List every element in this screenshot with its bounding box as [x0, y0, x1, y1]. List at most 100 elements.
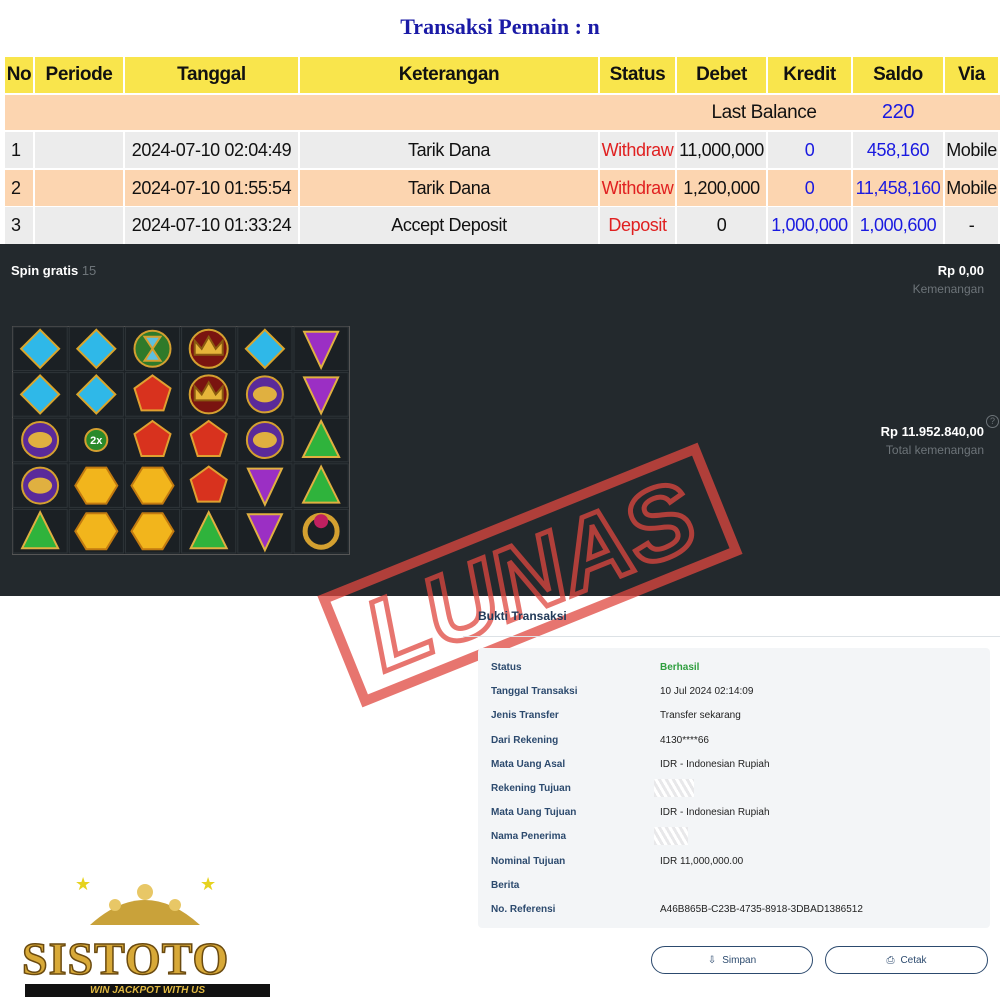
- symbol: [246, 467, 284, 507]
- stamp-border: [317, 442, 743, 708]
- reel-cell: [68, 463, 124, 508]
- field-value: IDR 11,000,000.00: [660, 855, 744, 867]
- total-amount: Rp 11.952.840,00: [880, 424, 984, 439]
- reel-cell: [237, 463, 293, 508]
- column-header: Saldo: [853, 57, 943, 93]
- field-label: Jenis Transfer: [491, 710, 559, 722]
- reel-cell: [124, 326, 181, 372]
- symbol: [28, 432, 53, 448]
- symbol: [20, 509, 60, 550]
- table-cell: 1,000,600: [853, 207, 943, 244]
- redacted: [654, 827, 688, 846]
- multiplier-badge: [84, 428, 109, 452]
- reel-cell: [12, 372, 68, 417]
- field-label: Status: [491, 662, 522, 673]
- field-label: No. Referensi: [491, 904, 556, 915]
- table-cell: Tarik Dana: [300, 132, 598, 168]
- field-label: Mata Uang Tujuan: [491, 807, 577, 819]
- reel-cell: [124, 417, 181, 463]
- table-cell: [35, 170, 123, 206]
- svg-text:★: ★: [75, 874, 91, 894]
- column-header: Status: [600, 57, 675, 93]
- field-label: Mata Uang Asal: [491, 758, 566, 770]
- column-header: Kredit: [768, 57, 851, 93]
- field-label: Nominal Tujuan: [491, 855, 566, 867]
- symbol: [130, 512, 175, 551]
- print-button[interactable]: ⎙ Cetak: [825, 946, 988, 974]
- symbol: [75, 373, 117, 415]
- win-label: Kemenangan: [912, 282, 984, 296]
- field-value: 10 Jul 2024 02:14:09: [660, 686, 754, 698]
- table-cell: [35, 207, 123, 244]
- reel-cell: [237, 372, 293, 417]
- symbol: [193, 380, 224, 402]
- table-cell: 2024-07-10 01:55:54: [125, 170, 298, 206]
- symbol: [142, 335, 163, 362]
- total-label: Total kemenangan: [885, 443, 984, 457]
- symbol: [252, 432, 277, 448]
- table-cell: 1,000,000: [768, 207, 851, 244]
- symbol: [302, 330, 340, 371]
- symbol: [301, 418, 341, 458]
- reel-cell: [293, 463, 349, 508]
- help-icon[interactable]: ?: [986, 415, 999, 428]
- reel-cell: [181, 326, 237, 372]
- reel-cell: [12, 508, 68, 554]
- reel-cell: [293, 508, 349, 554]
- save-button[interactable]: ⇩ Simpan: [651, 946, 813, 974]
- reel-cell: [124, 372, 181, 417]
- symbol: [314, 514, 329, 529]
- symbol: [28, 477, 53, 494]
- svg-text:★: ★: [200, 874, 216, 894]
- table-cell: 0: [768, 132, 851, 168]
- symbol: [189, 509, 229, 550]
- table-cell: Tarik Dana: [300, 170, 598, 206]
- table-cell: 11,458,160: [853, 170, 943, 206]
- symbol: [189, 465, 228, 503]
- table-cell: 3: [5, 207, 33, 244]
- table-cell: 0: [768, 170, 851, 206]
- reel-cell: [237, 326, 293, 372]
- win-amount: Rp 0,00: [937, 263, 984, 278]
- symbol: [193, 334, 224, 356]
- reel-cell: [293, 417, 349, 463]
- reel-cell: [68, 508, 124, 554]
- column-header: No: [5, 57, 33, 93]
- receipt-card: Status Berhasil Tanggal Transaksi 10 Jul 20…: [478, 648, 990, 928]
- table-cell: 458,160: [853, 132, 943, 168]
- reel-cell: [181, 372, 237, 417]
- reel-grid: 2x: [12, 326, 350, 555]
- field-label: Dari Rekening: [491, 734, 559, 746]
- reel-cell: [12, 326, 68, 372]
- spin-label-text: Spin gratis: [11, 263, 79, 278]
- receipt-title: Bukti Transaksi: [478, 609, 567, 623]
- field-value: Transfer sekarang: [660, 710, 741, 722]
- last-balance-value: 220: [853, 95, 943, 130]
- page-title: Transaksi Pemain : n: [400, 14, 600, 39]
- column-header: Periode: [35, 57, 123, 93]
- reel-cell: [181, 417, 237, 463]
- table-cell: 2024-07-10 02:04:49: [125, 132, 298, 168]
- field-value: 4130****66: [660, 734, 709, 746]
- multiplier: 2x: [90, 435, 103, 447]
- redacted: [654, 779, 694, 797]
- reel-frame: [12, 326, 350, 555]
- field-value: IDR - Indonesian Rupiah: [660, 807, 770, 819]
- reel-cell: [181, 508, 237, 554]
- table-cell: 1,200,000: [677, 170, 766, 206]
- symbol: [130, 466, 175, 505]
- table-cell: Mobile: [945, 132, 998, 168]
- field-label: Nama Penerima: [491, 831, 567, 843]
- symbol: [133, 374, 172, 412]
- symbol: [246, 513, 284, 553]
- game-panel: Spin gratis 15 Rp 0,00 Kemenangan Rp 11.…: [0, 244, 1000, 596]
- column-header: Debet: [677, 57, 766, 93]
- table-cell: [35, 132, 123, 168]
- table-cell: -: [945, 207, 998, 244]
- logo-tagline: WIN JACKPOT WITH US: [25, 984, 270, 997]
- symbol: [74, 512, 119, 551]
- spin-label: Spin gratis 15: [11, 263, 96, 278]
- symbol: [302, 376, 340, 416]
- table-cell: 0: [677, 207, 766, 244]
- last-balance-label: Last Balance: [677, 95, 851, 130]
